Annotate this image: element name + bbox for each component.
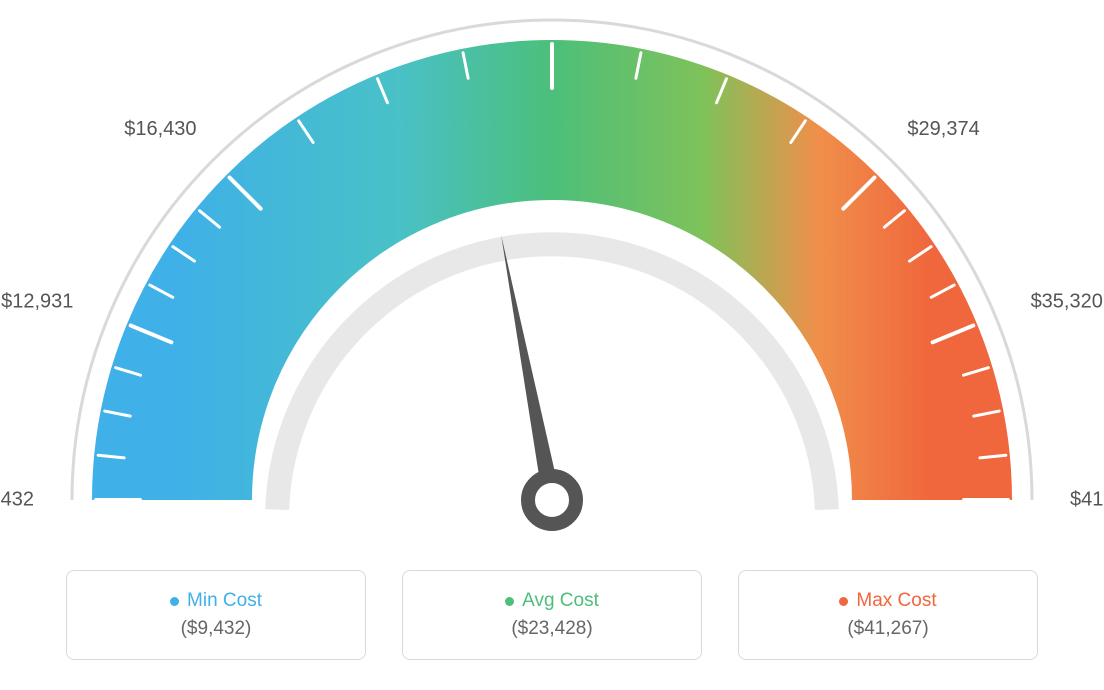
legend-value-avg: ($23,428) bbox=[511, 618, 592, 640]
legend-dot-icon bbox=[505, 597, 514, 606]
legend-card-avg: Avg Cost ($23,428) bbox=[402, 570, 702, 660]
gauge-container: $9,432$12,931$16,430$23,428$29,374$35,32… bbox=[0, 0, 1104, 560]
legend-dot-icon bbox=[839, 597, 848, 606]
legend-dot-icon bbox=[170, 597, 179, 606]
gauge-tick-label: $12,931 bbox=[1, 290, 73, 313]
gauge-tick-label: $41,267 bbox=[1070, 489, 1104, 512]
legend-card-min: Min Cost ($9,432) bbox=[66, 570, 366, 660]
gauge-needle bbox=[501, 235, 561, 502]
legend-card-max: Max Cost ($41,267) bbox=[738, 570, 1038, 660]
legend-value-min: ($9,432) bbox=[181, 618, 252, 640]
gauge-tick-label: $35,320 bbox=[1031, 290, 1103, 313]
legend-title-max: Max Cost bbox=[839, 590, 936, 612]
legend-title-text: Max Cost bbox=[856, 590, 936, 612]
gauge-tick-label: $29,374 bbox=[907, 118, 979, 141]
legend-row: Min Cost ($9,432) Avg Cost ($23,428) Max Cos… bbox=[0, 570, 1104, 660]
legend-title-min: Min Cost bbox=[170, 590, 262, 612]
gauge-svg bbox=[0, 0, 1104, 560]
gauge-tick-label: $9,432 bbox=[0, 489, 34, 512]
gauge-tick-label: $16,430 bbox=[124, 118, 196, 141]
legend-value-max: ($41,267) bbox=[847, 618, 928, 640]
gauge-hub bbox=[528, 476, 576, 524]
legend-title-avg: Avg Cost bbox=[505, 590, 599, 612]
legend-title-text: Min Cost bbox=[187, 590, 262, 612]
legend-title-text: Avg Cost bbox=[522, 590, 599, 612]
